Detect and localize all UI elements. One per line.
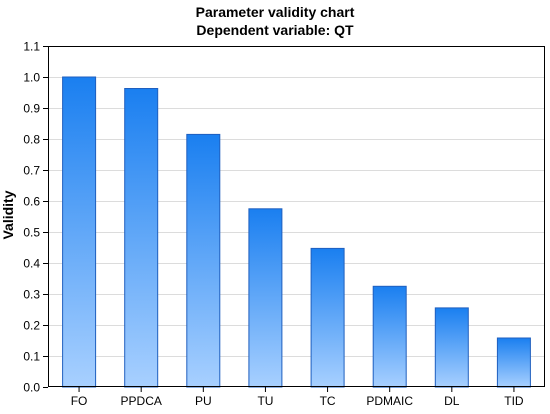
x-tick-label-pdmaic: PDMAIC [366, 394, 413, 408]
x-tick-label-dl: DL [444, 394, 460, 408]
y-tick-label: 0.0 [23, 381, 40, 395]
y-tick-label: 0.4 [23, 257, 40, 271]
x-tick-label-tid: TID [504, 394, 524, 408]
bars [62, 76, 531, 388]
axes [43, 46, 545, 392]
plot-frame [48, 46, 545, 387]
chart-title: Parameter validity chart [196, 4, 355, 20]
x-tick-label-pu: PU [195, 394, 212, 408]
x-tick-label-ppdca: PPDCA [121, 394, 162, 408]
y-tick-label: 0.6 [23, 195, 40, 209]
y-tick-label: 1.1 [23, 40, 40, 54]
bar-pu [186, 133, 221, 388]
bar-pdmaic [372, 285, 407, 388]
bar-dl [434, 307, 469, 388]
x-tick-label-fo: FO [71, 394, 88, 408]
bar-tc [310, 247, 345, 388]
y-tick-label: 0.2 [23, 319, 40, 333]
y-tick-label: 0.9 [23, 102, 40, 116]
chart-subtitle: Dependent variable: QT [196, 22, 354, 38]
y-tick-label: 0.8 [23, 133, 40, 147]
y-tick-label: 0.5 [23, 226, 40, 240]
gridlines [48, 46, 545, 357]
x-tick-label-tu: TU [257, 394, 273, 408]
y-tick-label: 0.3 [23, 288, 40, 302]
x-tick-labels: FO PPDCA PU TU TC PDMAIC DL TID [71, 394, 524, 408]
y-tick-labels: 0.0 0.1 0.2 0.3 0.4 0.5 0.6 0.7 0.8 0.9 1.0 1.1 [23, 40, 40, 395]
bar-ppdca [124, 88, 159, 388]
bar-tid [496, 337, 531, 388]
y-tick-label: 0.7 [23, 164, 40, 178]
y-axis-label: Validity [0, 190, 16, 239]
bar-fo [62, 76, 97, 388]
bar-tu [248, 208, 283, 388]
x-tick-label-tc: TC [320, 394, 336, 408]
y-tick-label: 1.0 [23, 71, 40, 85]
y-tick-label: 0.1 [23, 350, 40, 364]
